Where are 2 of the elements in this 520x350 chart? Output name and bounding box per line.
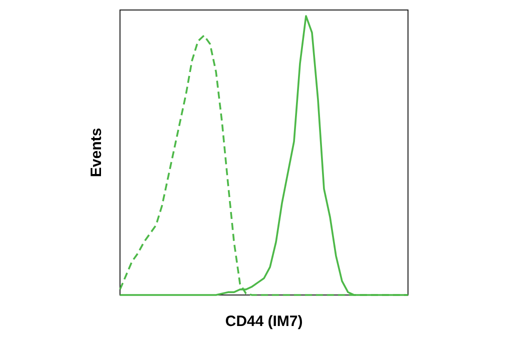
x-axis-title: CD44 (IM7) — [225, 313, 303, 330]
y-axis-title: Events — [88, 128, 105, 178]
